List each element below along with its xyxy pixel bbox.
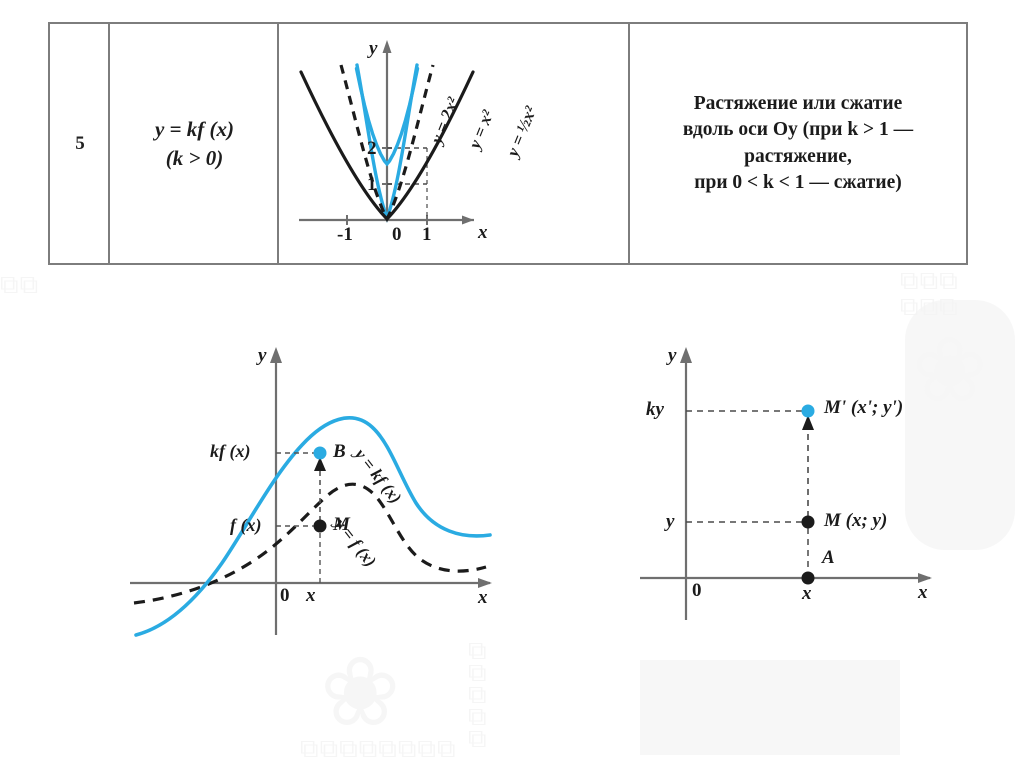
- parabola-figure: y x 0 -1 1 1 2 y = 2x² y = x² y = ½x²: [279, 24, 630, 263]
- parabola-chart-svg: [299, 40, 475, 225]
- parabola-ytick-1-label: 1: [367, 174, 377, 195]
- table-divider-1: [108, 24, 110, 263]
- point-Mprime-dot: [801, 404, 815, 418]
- point-B-label: B: [333, 441, 346, 462]
- formula-main: y = kf (x): [154, 117, 235, 142]
- point-ky-label: ky: [646, 399, 664, 420]
- y-axis-arrow: [680, 347, 692, 363]
- point-M-label: M (x; y): [824, 510, 888, 531]
- parabola-xtick-minus1-label: -1: [337, 224, 353, 245]
- point-B-dot: [313, 446, 327, 460]
- point-x-value-label: x: [802, 583, 812, 604]
- parabola-xtick-1-label: 1: [422, 224, 432, 245]
- y-axis-arrow: [382, 40, 392, 53]
- watermark-pattern-bottom: ⧉⧉⧉⧉⧉⧉⧉⧉: [300, 734, 457, 764]
- watermark-pattern-top-right: ⧉⧉⧉ ⧉⧉⧉: [900, 266, 959, 322]
- x-axis-arrow: [478, 578, 492, 588]
- watermark-emblem: ❀: [320, 636, 401, 748]
- watermark-pattern-left: ⧉⧉: [0, 270, 40, 300]
- parabola-origin-label: 0: [392, 224, 402, 245]
- table-divider-3: [628, 24, 630, 263]
- stretch-y-axis-label: y: [258, 345, 267, 366]
- stretch-fx-label: f (x): [230, 515, 262, 535]
- point-mapping-figure: y x 0 x ky y M' (x'; y') M (x; y) A: [630, 335, 970, 625]
- curve-half-x2: [299, 70, 475, 222]
- stretch-function-svg: [130, 347, 492, 637]
- stretch-function-figure: y x 0 x kf (x) f (x) B M y = kf (x) y = …: [120, 335, 510, 645]
- table-cell-index: 5: [50, 24, 110, 263]
- point-A-dot: [801, 571, 815, 585]
- y-axis-arrow: [270, 347, 282, 363]
- stretch-origin-label: 0: [280, 585, 290, 606]
- x-axis-arrow: [462, 215, 474, 225]
- point-M-label: M: [333, 514, 350, 535]
- stretch-x-value-label: x: [306, 585, 316, 606]
- point-y-axis-label: y: [668, 345, 677, 366]
- description-line-4: при 0 < k < 1 — сжатие): [694, 171, 902, 193]
- parabola-ytick-2-label: 2: [367, 138, 377, 159]
- table-cell-graph: y x 0 -1 1 1 2 y = 2x² y = x² y = ½x²: [279, 24, 630, 263]
- arrow-head-M-to-B: [314, 457, 326, 471]
- description-line-1: Растяжение или сжатие: [693, 92, 903, 114]
- arrow-head-M-to-Mprime: [802, 415, 814, 430]
- point-M-dot: [801, 515, 815, 529]
- description-line-3: растяжение,: [744, 145, 852, 167]
- point-M-dot: [313, 519, 327, 533]
- row-number: 5: [75, 132, 85, 154]
- stretch-x-axis-label: x: [478, 587, 488, 608]
- x-axis-arrow: [918, 573, 932, 583]
- curve-kf-x: [134, 416, 492, 637]
- parabola-x-axis-label: x: [478, 222, 488, 243]
- parabola-y-axis-label: y: [369, 38, 378, 59]
- table-divider-2: [277, 24, 279, 263]
- point-x-axis-label: x: [918, 582, 928, 603]
- watermark-blob-center: [640, 660, 900, 755]
- point-Mprime-label: M' (x'; y'): [824, 397, 904, 418]
- stretch-kfx-label: kf (x): [210, 441, 251, 461]
- description-text: Растяжение или сжатие вдоль оси Oy (при …: [669, 91, 927, 196]
- formula-condition: (k > 0): [165, 145, 224, 170]
- watermark-pattern-bottom-column: ⧉ ⧉ ⧉ ⧉ ⧉: [468, 636, 488, 754]
- table-cell-description: Растяжение или сжатие вдоль оси Oy (при …: [630, 24, 966, 263]
- point-origin-label: 0: [692, 580, 702, 601]
- point-y-label: y: [666, 511, 675, 532]
- table-cell-formula: y = kf (x) (k > 0): [110, 24, 279, 263]
- point-A-label: A: [822, 547, 835, 568]
- point-mapping-svg: [640, 347, 932, 620]
- rule-table: 5 y = kf (x) (k > 0): [48, 22, 968, 265]
- description-line-2: вдоль оси Oy (при k > 1 —: [682, 119, 914, 141]
